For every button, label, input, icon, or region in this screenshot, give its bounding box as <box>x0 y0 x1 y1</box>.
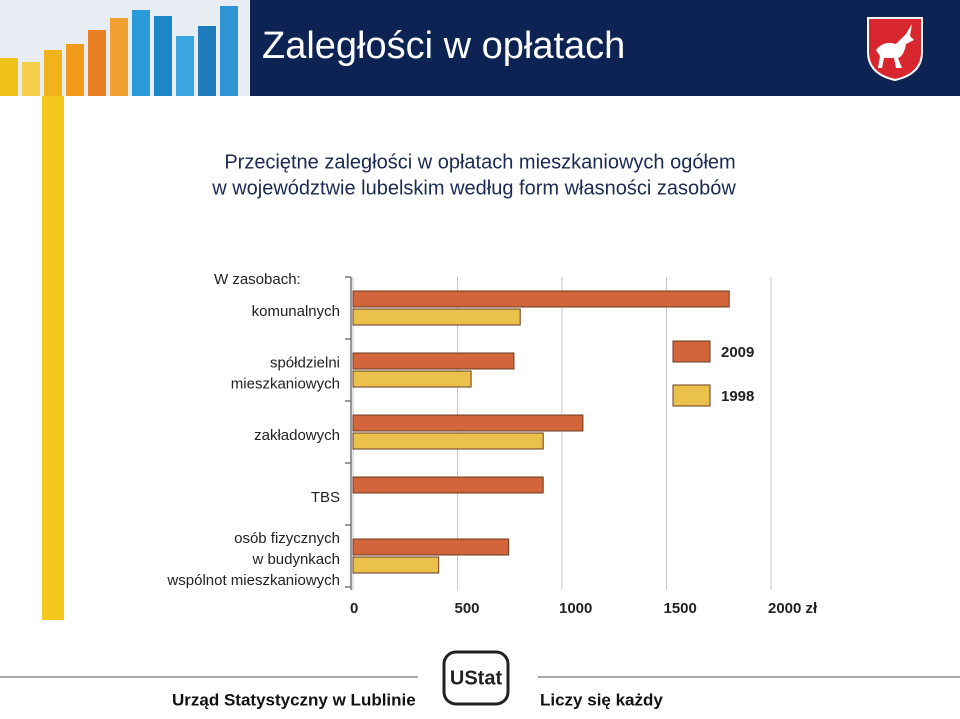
x-tick-label: 2000 zł <box>768 600 818 617</box>
bar <box>352 352 515 370</box>
side-bar <box>42 96 64 620</box>
footer-left: Urząd Statystyczny w Lublinie <box>172 690 416 709</box>
bar <box>352 556 440 574</box>
y-tick-label: komunalnych <box>252 303 340 320</box>
category-heading: W zasobach: <box>214 271 301 288</box>
legend-label: 2009 <box>721 344 754 361</box>
logo-text: UStat <box>450 667 503 689</box>
chart: 0 500 1000 1500 2000 zł komunalnych spółdzieln… <box>166 276 818 617</box>
bar <box>352 414 584 432</box>
footer-logo: UStat <box>442 650 510 706</box>
y-tick-label: spółdzielni mieszkaniowych <box>231 354 340 392</box>
x-tick-label: 0 <box>350 600 358 617</box>
x-tick-label: 1000 <box>559 600 592 617</box>
bar <box>352 432 544 450</box>
coat-of-arms <box>867 17 923 82</box>
y-tick-label: TBS <box>311 489 340 506</box>
legend-label: 1998 <box>721 388 754 405</box>
chart-title: w województwie lubelskim według form wła… <box>211 177 736 199</box>
legend-swatch <box>672 384 711 407</box>
y-tick-label: zakładowych <box>254 427 340 444</box>
bar <box>352 290 730 308</box>
bar <box>352 476 544 494</box>
slide-title: Zaległości w opłatach <box>262 25 625 67</box>
legend-swatch <box>672 340 711 363</box>
footer-right: Liczy się każdy <box>540 690 663 709</box>
bar <box>352 308 521 326</box>
chart-title: Przeciętne zaległości w opłatach mieszka… <box>224 151 735 173</box>
header-decoration <box>0 0 250 96</box>
bar <box>352 370 472 388</box>
x-tick-label: 1500 <box>664 600 697 617</box>
x-tick-label: 500 <box>455 600 480 617</box>
y-tick-label: osób fizycznych w budynkach wspólnot miesz… <box>166 530 340 589</box>
bar <box>352 538 510 556</box>
